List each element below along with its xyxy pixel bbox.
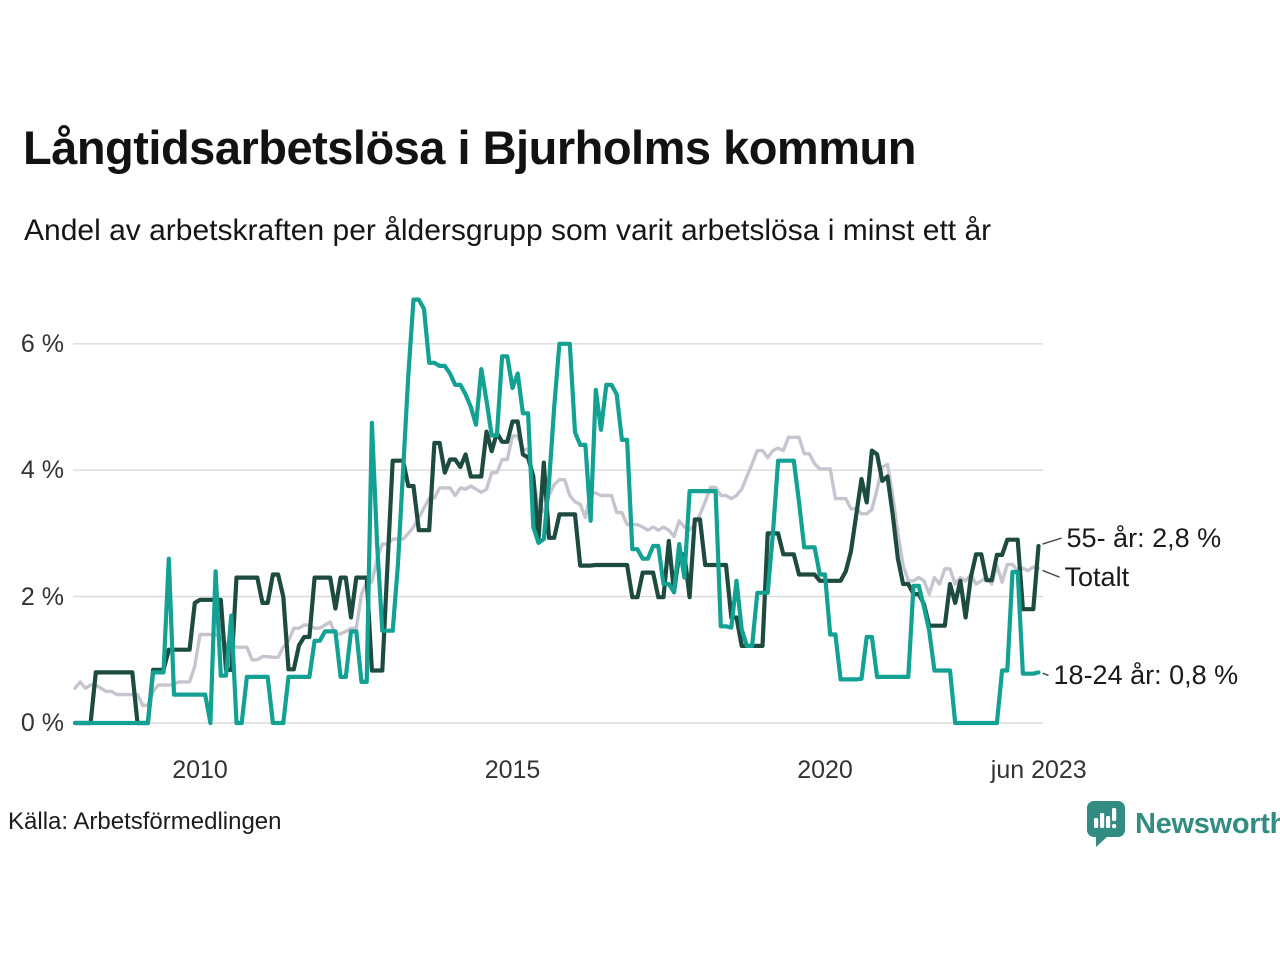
series-label-18-24-r: 18-24 år: 0,8 % xyxy=(1053,660,1239,691)
x-tick-label: 2020 xyxy=(797,756,853,784)
series-label-totalt: Totalt xyxy=(1064,562,1130,593)
chart-subtitle: Andel av arbetskraften per åldersgrupp s… xyxy=(24,214,992,247)
label-leader-line xyxy=(1042,569,1060,578)
y-tick-label: 0 % xyxy=(20,709,64,737)
newsworthy-icon xyxy=(1087,801,1125,847)
label-leader-line xyxy=(1042,537,1062,545)
x-tick-label: 2010 xyxy=(172,756,228,784)
x-tick-label: jun 2023 xyxy=(990,756,1087,784)
x-tick-label: 2015 xyxy=(484,756,541,784)
source-note: Källa: Arbetsförmedlingen xyxy=(8,808,282,835)
y-tick-label: 2 % xyxy=(20,582,64,611)
newsworthy-logo: Newsworthy xyxy=(1086,800,1280,848)
y-tick-label: 4 % xyxy=(20,456,64,485)
chart-title: Långtidsarbetslösa i Bjurholms kommun xyxy=(23,121,916,174)
y-tick-label: 6 % xyxy=(20,329,64,358)
label-leader-line xyxy=(1042,672,1049,677)
newsworthy-wordmark: Newsworthy xyxy=(1135,807,1280,840)
series-line-totalt xyxy=(73,434,1041,707)
series-label-55-r: 55- år: 2,8 % xyxy=(1066,523,1222,554)
series-line-18-24-r xyxy=(72,297,1041,726)
series-line-55-r xyxy=(72,419,1041,726)
